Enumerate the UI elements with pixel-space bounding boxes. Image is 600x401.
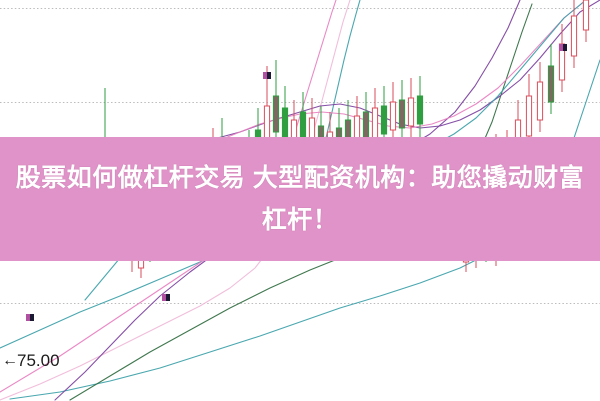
candle bbox=[583, 0, 588, 42]
candle bbox=[399, 80, 404, 142]
signal-marker bbox=[263, 72, 271, 79]
signal-marker bbox=[26, 314, 34, 321]
candle bbox=[537, 62, 542, 132]
candle bbox=[390, 82, 395, 144]
watermark-line-2: 杠杆！ bbox=[262, 200, 339, 240]
candle bbox=[408, 78, 413, 140]
candle bbox=[571, 0, 576, 68]
left-arrow-icon: ← bbox=[2, 353, 16, 369]
watermark-line-1: 股票如何做杠杆交易 大型配资机构：助您撬动财富 bbox=[16, 158, 584, 198]
candle bbox=[417, 76, 422, 138]
signal-marker bbox=[559, 44, 567, 51]
watermark-overlay: 股票如何做杠杆交易 大型配资机构：助您撬动财富 杠杆！ bbox=[0, 137, 600, 261]
signal-marker bbox=[162, 294, 170, 301]
stock-chart-screenshot: ← 75.00 股票如何做杠杆交易 大型配资机构：助您撬动财富 杠杆！ bbox=[0, 0, 600, 401]
candle bbox=[548, 44, 553, 114]
price-value: 75.00 bbox=[17, 352, 60, 369]
price-marker: ← 75.00 bbox=[2, 352, 60, 369]
